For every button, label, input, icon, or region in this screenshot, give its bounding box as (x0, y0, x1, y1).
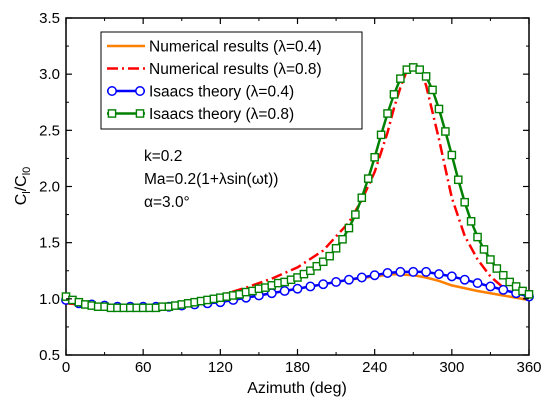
y-tick-label: 1.0 (39, 291, 60, 308)
data-point-square (306, 266, 315, 276)
ticks-layer (65, 17, 530, 356)
data-point-square (524, 290, 534, 299)
y-tick-labels: 0.5 1.0 1.5 2.0 2.5 3.0 3.5 (39, 10, 60, 364)
data-point-square (318, 257, 328, 267)
data-point-circle (356, 272, 367, 283)
data-point-square (473, 232, 482, 242)
data-point-circle (343, 274, 354, 285)
data-point-circle (369, 270, 380, 281)
data-point-circle (421, 266, 432, 277)
y-tick-label: 3.5 (39, 10, 60, 27)
data-point-circle (434, 269, 444, 280)
legend-entry-isaacs-theory-0-8: Isaacs theory (λ=0.8) (107, 106, 294, 123)
legend-entry-isaacs-theory-0-4: Isaacs theory (λ=0.4) (107, 84, 294, 101)
legend-label: Numerical results (λ=0.8) (149, 61, 322, 78)
data-point-square (389, 90, 399, 99)
data-point-square (363, 174, 373, 183)
x-tick-labels: 0 60 120 180 240 300 360 (62, 359, 542, 376)
legend: Numerical results (λ=0.4) Numerical resul… (100, 31, 363, 130)
data-point-square (312, 261, 322, 271)
x-axis-title: Azimuth (deg) (247, 380, 347, 397)
data-point-circle (395, 266, 406, 277)
x-tick-label: 60 (135, 359, 152, 376)
data-point-square (466, 217, 476, 226)
data-point-square (460, 197, 469, 207)
data-point-square (441, 127, 450, 136)
data-point-circle (459, 274, 470, 285)
y-tick-label: 3.0 (39, 66, 60, 83)
annotation-angle-of-attack: α=3.0° (144, 194, 190, 211)
data-point-square (351, 210, 360, 219)
data-point-circle (107, 86, 117, 96)
x-tick-label: 300 (439, 359, 464, 376)
annotation-mach-number: Ma=0.2(1+λsin(ωt)) (144, 171, 278, 188)
data-point-square (428, 85, 437, 95)
data-point-square (383, 109, 392, 118)
data-point-square (486, 255, 495, 264)
y-tick-label: 1.5 (39, 235, 60, 252)
data-point-circle (292, 283, 303, 294)
x-tick-label: 120 (208, 359, 233, 376)
x-tick-label: 240 (362, 359, 387, 376)
data-point-square (396, 74, 405, 83)
data-point-circle (331, 277, 342, 287)
data-point-square (325, 251, 334, 261)
data-point-square (370, 152, 379, 162)
data-point-square (505, 277, 515, 287)
y-tick-label: 2.5 (39, 122, 60, 139)
data-point-square (447, 150, 457, 160)
legend-entry-numerical-results-0-8: Numerical results (λ=0.8) (107, 61, 322, 78)
y-axis-title: Cl/Cl0 (13, 167, 33, 206)
legend-label: Isaacs theory (λ=0.4) (149, 84, 294, 101)
annotations: k=0.2 Ma=0.2(1+λsin(ωt)) α=3.0° (144, 148, 278, 211)
legend-label: Isaacs theory (λ=0.8) (149, 106, 294, 123)
data-point-square (338, 234, 347, 244)
data-point-circle (472, 278, 483, 289)
data-point-square (415, 65, 424, 74)
data-point-square (135, 109, 145, 118)
data-point-square (376, 130, 386, 140)
data-point-square (331, 243, 341, 253)
data-point-square (344, 223, 354, 233)
legend-label: Numerical results (λ=0.4) (149, 39, 322, 56)
legend-items: Numerical results (λ=0.4) Numerical resul… (107, 39, 322, 123)
series-isaacs-theory-0-8 (61, 63, 534, 313)
data-point-square (453, 175, 463, 185)
data-point-square (421, 72, 431, 81)
data-point-circle (318, 279, 329, 290)
data-point-square (498, 270, 508, 280)
data-point-circle (305, 281, 316, 292)
data-point-circle (446, 271, 457, 282)
data-point-square (511, 282, 521, 291)
data-point-square (434, 104, 444, 114)
x-tick-label: 180 (285, 359, 310, 376)
x-tick-label: 0 (62, 359, 70, 376)
data-point-square (107, 109, 117, 118)
legend-entry-numerical-results-0-4: Numerical results (λ=0.4) (107, 39, 322, 56)
data-point-circle (408, 266, 419, 277)
y-tick-label: 0.5 (39, 347, 60, 364)
y-tick-label: 2.0 (39, 179, 60, 196)
annotation-reduced-frequency: k=0.2 (144, 148, 182, 165)
x-tick-label: 360 (516, 359, 541, 376)
data-point-circle (135, 86, 145, 96)
data-point-square (357, 193, 367, 203)
data-point-square (492, 264, 502, 273)
data-point-square (479, 245, 489, 254)
data-point-circle (382, 268, 393, 278)
data-point-circle (498, 284, 509, 295)
series-layer (61, 61, 534, 313)
data-point-circle (279, 286, 290, 296)
data-point-circle (485, 281, 496, 292)
